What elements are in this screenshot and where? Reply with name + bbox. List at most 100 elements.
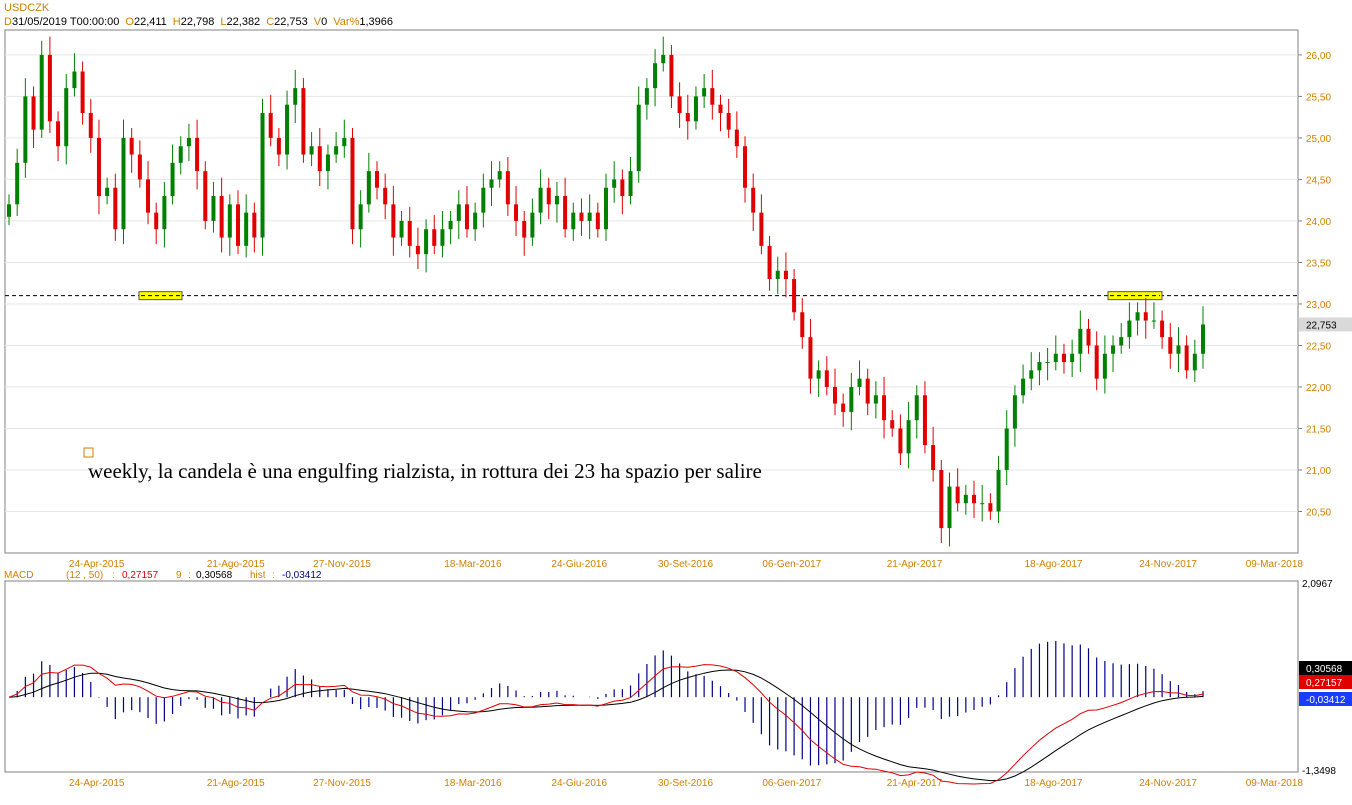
candle-down bbox=[1061, 353, 1066, 363]
x-tick-label: 09-Mar-2018 bbox=[1246, 778, 1304, 789]
price-tick-label: 24,00 bbox=[1306, 217, 1331, 228]
candle-down bbox=[235, 204, 240, 246]
candle-up bbox=[121, 137, 126, 230]
price-tick-label: 25,00 bbox=[1306, 134, 1331, 145]
candle-up bbox=[1192, 353, 1197, 371]
candle-up bbox=[285, 104, 290, 155]
candle-up bbox=[260, 113, 265, 238]
ohlc-key: C bbox=[266, 16, 275, 28]
price-tick-label: 26,00 bbox=[1306, 51, 1331, 62]
macd-value-label: 0,27157 bbox=[1306, 678, 1343, 689]
candle-up bbox=[448, 220, 453, 230]
candle-up bbox=[1021, 378, 1026, 396]
macd-tick-label: 2,0967 bbox=[1302, 579, 1333, 590]
x-tick-label: 30-Set-2016 bbox=[658, 559, 713, 570]
candle-down bbox=[252, 212, 257, 238]
candle-down bbox=[56, 121, 61, 147]
candle-up bbox=[162, 196, 167, 230]
candle-down bbox=[579, 212, 584, 221]
candle-down bbox=[800, 312, 805, 338]
macd-legend-item: : bbox=[272, 570, 275, 581]
candle-up bbox=[1029, 370, 1034, 379]
candle-up bbox=[1004, 428, 1009, 470]
candle-up bbox=[628, 171, 633, 197]
candle-up bbox=[554, 196, 559, 205]
ohlc-value: 22,382 bbox=[226, 16, 261, 28]
candle-down bbox=[939, 469, 944, 529]
candle-down bbox=[898, 428, 903, 454]
candle-down bbox=[563, 196, 568, 230]
candle-up bbox=[849, 386, 854, 412]
macd-panel-frame bbox=[4, 580, 1299, 773]
x-tick-label: 21-Ago-2015 bbox=[207, 559, 265, 570]
macd-value-tag bbox=[1299, 661, 1352, 675]
x-tick-label: 27-Nov-2015 bbox=[313, 778, 371, 789]
x-tick-label: 24-Nov-2017 bbox=[1139, 778, 1197, 789]
signal-line bbox=[8, 669, 1204, 782]
candle-down bbox=[276, 137, 281, 155]
x-tick-label: 27-Nov-2015 bbox=[313, 559, 371, 570]
candle-up bbox=[857, 378, 862, 387]
candle-down bbox=[1160, 320, 1165, 338]
candle-down bbox=[972, 494, 977, 504]
x-tick-label: 09-Mar-2018 bbox=[1246, 559, 1304, 570]
macd-legend-item: : bbox=[112, 570, 115, 581]
candle-up bbox=[816, 370, 821, 379]
candle-up bbox=[473, 212, 478, 230]
annotation-marker bbox=[83, 447, 94, 458]
price-tick-label: 23,00 bbox=[1306, 300, 1331, 311]
ohlc-key: Var% bbox=[333, 16, 360, 28]
candle-up bbox=[571, 212, 576, 230]
candle-down bbox=[146, 179, 151, 213]
candle-down bbox=[824, 370, 829, 387]
candle-down bbox=[595, 212, 600, 230]
candle-up bbox=[244, 212, 249, 246]
price-tick-label: 21,00 bbox=[1306, 466, 1331, 477]
candle-down bbox=[759, 212, 764, 246]
candle-up bbox=[178, 146, 183, 163]
candle-up bbox=[693, 96, 698, 122]
candle-up bbox=[1119, 337, 1124, 346]
candle-up bbox=[72, 71, 77, 89]
candle-up bbox=[211, 196, 216, 221]
candle-down bbox=[1168, 337, 1173, 354]
macd-tick-label: -1,3498 bbox=[1302, 766, 1336, 777]
candle-down bbox=[154, 212, 159, 230]
candle-down bbox=[432, 229, 437, 246]
support-highlight-2015 bbox=[138, 291, 183, 301]
candle-up bbox=[1012, 395, 1017, 429]
candle-down bbox=[88, 113, 93, 138]
candle-down bbox=[129, 137, 134, 155]
price-tick-label: 25,50 bbox=[1306, 92, 1331, 103]
candle-up bbox=[604, 187, 608, 230]
candle-up bbox=[612, 179, 617, 188]
candle-down bbox=[767, 245, 772, 280]
candle-down bbox=[350, 137, 355, 230]
candle-down bbox=[931, 445, 936, 470]
x-tick-label: 18-Mar-2016 bbox=[444, 778, 502, 789]
candle-up bbox=[39, 54, 44, 130]
candle-down bbox=[1094, 345, 1099, 379]
candle-down bbox=[522, 220, 527, 238]
candle-up bbox=[489, 179, 494, 188]
candle-up bbox=[1176, 345, 1181, 354]
candle-up bbox=[1127, 320, 1132, 338]
x-tick-label: 30-Set-2016 bbox=[658, 778, 713, 789]
x-tick-label: 24-Giu-2016 bbox=[551, 778, 607, 789]
x-tick-label: 18-Ago-2017 bbox=[1025, 778, 1083, 789]
candle-down bbox=[415, 245, 420, 255]
macd-legend-item: 9 bbox=[176, 570, 182, 581]
candle-up bbox=[538, 187, 543, 213]
candle-up bbox=[456, 204, 461, 221]
candle-down bbox=[865, 378, 870, 404]
candle-up bbox=[914, 395, 919, 421]
candle-up bbox=[1111, 345, 1116, 354]
x-tick-label: 21-Apr-2017 bbox=[887, 778, 943, 789]
candle-up bbox=[15, 162, 20, 205]
candle-down bbox=[383, 187, 388, 205]
candle-up bbox=[1070, 353, 1075, 363]
candle-up bbox=[309, 146, 314, 155]
candle-down bbox=[268, 113, 273, 138]
candle-down bbox=[783, 270, 788, 280]
